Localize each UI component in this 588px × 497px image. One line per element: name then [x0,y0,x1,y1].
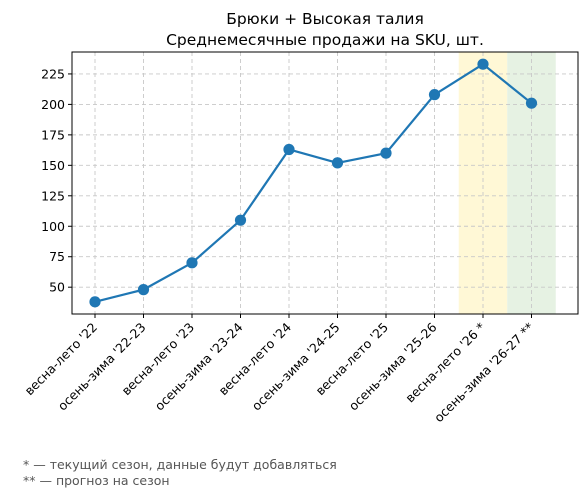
footnote-current-season: * — текущий сезон, данные будут добавлят… [23,457,337,472]
data-point-1 [137,284,150,296]
data-point-3 [234,214,247,226]
x-tick-label-5: осень-зима '24-25 [249,320,343,414]
y-tick-label-0: 50 [49,280,65,295]
series-line-0 [94,63,533,303]
data-point-2 [186,257,198,269]
data-point-0 [89,296,101,308]
y-tick-label-5: 175 [41,127,65,142]
y-tick-label-4: 150 [41,158,65,173]
y-tick-label-7: 225 [41,66,65,81]
season-highlights [458,52,556,314]
data-point-7 [428,89,441,101]
chart-title: Брюки + Высокая талия [226,10,424,28]
y-tick-label-1: 75 [49,249,65,264]
x-tick-label-7: осень-зима '25-26 [346,319,440,413]
chart-subtitle: Среднемесячные продажи на SKU, шт. [166,31,484,49]
data-point-8 [477,58,489,70]
highlight-band-0 [458,52,508,314]
data-point-5 [331,157,344,169]
y-tick-label-6: 200 [41,97,65,112]
x-tick-label-3: осень-зима '23-24 [152,319,246,413]
y-tick-label-3: 125 [41,188,65,203]
data-point-6 [380,147,392,159]
plot-frame [71,51,579,315]
footnote-forecast: ** — прогноз на сезон [23,473,170,488]
y-tick-label-2: 100 [41,219,65,234]
x-tick-label-9: осень-зима '26-27 ** [431,320,537,426]
y-axis: 50 75 100 125 150 175 200 225 [41,66,72,295]
data-point-4 [283,143,295,156]
data-point-9 [525,97,538,109]
series-layer [89,58,538,308]
x-tick-label-1: осень-зима '22-23 [55,320,149,414]
highlight-band-1 [507,52,556,314]
